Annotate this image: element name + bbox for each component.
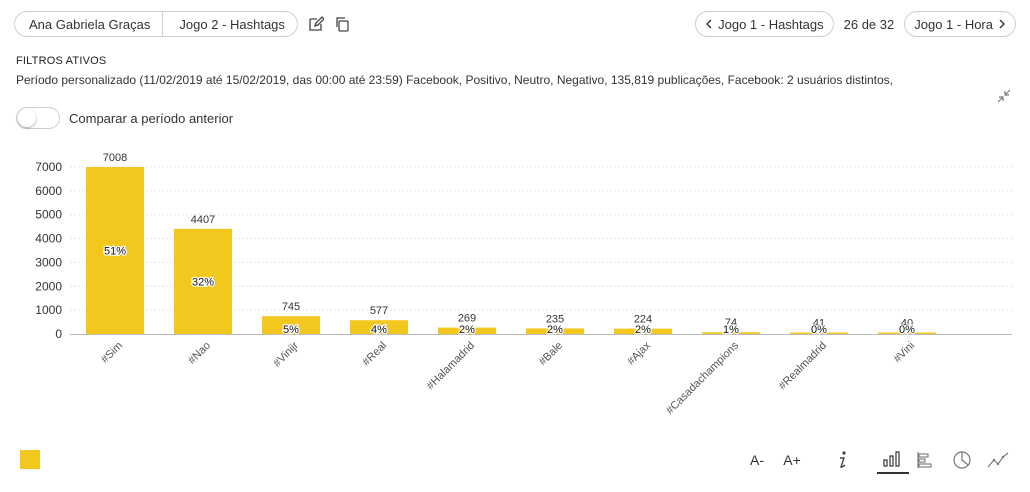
- bar-value-label: 4407: [191, 214, 215, 226]
- bar-value-label: 41: [813, 318, 825, 330]
- copy-icon[interactable]: [334, 16, 350, 32]
- y-tick-label: 4000: [35, 232, 62, 246]
- toggle-knob: [18, 109, 36, 127]
- bar-percent-label: 2%: [635, 324, 651, 336]
- legend-swatch[interactable]: [20, 450, 40, 469]
- x-category-label: #Nao: [186, 340, 213, 367]
- y-tick-label: 0: [55, 327, 62, 341]
- bar[interactable]: [878, 332, 936, 335]
- bar-chart-icon[interactable]: [877, 446, 909, 474]
- bar-percent-label: 5%: [283, 324, 299, 336]
- bar-percent-label: 0%: [811, 324, 827, 336]
- bar-percent-label: 0%: [899, 324, 915, 336]
- compare-label: Comparar a período anterior: [69, 110, 234, 126]
- next-chart-button[interactable]: Jogo 1 - Hora: [904, 11, 1016, 37]
- y-tick-label: 7000: [35, 160, 62, 174]
- previous-chart-label: Jogo 1 - Hashtags: [718, 16, 824, 32]
- x-category-label: #Vinijr: [271, 339, 301, 369]
- previous-chart-button[interactable]: Jogo 1 - Hashtags: [695, 11, 834, 37]
- filters-description: Período personalizado (11/02/2019 até 15…: [16, 73, 894, 87]
- hashtag-bar-chart: 0 1000 2000 3000 4000 5000 6000 7000 7008 51% #Sim…: [35, 152, 1012, 417]
- bar[interactable]: [702, 332, 760, 334]
- bar-value-label: 269: [458, 313, 476, 325]
- x-category-label: #Bale: [537, 340, 565, 368]
- bar-value-label: 40: [901, 318, 913, 330]
- bar-value-label: 577: [370, 305, 388, 317]
- pie-chart-icon[interactable]: [950, 446, 974, 474]
- chart-navigation: Jogo 1 - Hashtags 26 de 32 Jogo 1 - Hora: [695, 11, 1016, 37]
- decrease-font-button[interactable]: A-: [750, 452, 764, 468]
- chevron-right-icon: [999, 19, 1005, 29]
- bar-percent-label: 32%: [192, 276, 214, 288]
- y-tick-label: 5000: [35, 208, 62, 222]
- bar-value-label: 224: [634, 314, 652, 326]
- x-category-label: #Halamadrid: [425, 340, 478, 393]
- x-category-label: #Real: [360, 340, 389, 369]
- chevron-left-icon: [706, 19, 712, 29]
- breadcrumb: Ana Gabriela Graças Jogo 2 - Hashtags: [14, 11, 350, 37]
- chart-toolbar: A- A+: [0, 446, 1030, 476]
- bar[interactable]: [526, 328, 584, 334]
- bar[interactable]: [790, 332, 848, 335]
- horizontal-bar-chart-icon[interactable]: [914, 446, 936, 474]
- compare-previous-period: Comparar a período anterior: [16, 107, 233, 129]
- x-category-label: #Vini: [891, 340, 917, 366]
- y-tick-label: 1000: [35, 303, 62, 317]
- bar-value-label: 745: [282, 301, 300, 313]
- compare-toggle[interactable]: [16, 107, 60, 129]
- x-category-label: #Realmadrid: [777, 340, 830, 393]
- bar-percent-label: 2%: [547, 324, 563, 336]
- y-tick-label: 2000: [35, 279, 62, 293]
- y-tick-label: 6000: [35, 184, 62, 198]
- bar-percent-label: 1%: [723, 324, 739, 336]
- breadcrumb-item-chart[interactable]: Jogo 2 - Hashtags: [163, 11, 298, 37]
- bar-percent-label: 4%: [371, 324, 387, 336]
- bar-value-label: 235: [546, 313, 564, 325]
- bar[interactable]: [614, 328, 672, 334]
- bar[interactable]: [350, 320, 408, 334]
- breadcrumb-item-dashboard[interactable]: Ana Gabriela Graças: [14, 11, 164, 37]
- increase-font-button[interactable]: A+: [783, 452, 801, 468]
- x-category-label: #Casadachampions: [664, 339, 742, 417]
- bar-percent-label: 2%: [459, 324, 475, 336]
- page-counter: 26 de 32: [843, 16, 895, 32]
- bar[interactable]: [174, 228, 232, 334]
- edit-icon[interactable]: [308, 16, 325, 32]
- bar-value-label: 74: [725, 317, 737, 329]
- info-icon[interactable]: [832, 446, 852, 474]
- bar-percent-label: 51%: [104, 246, 126, 258]
- next-chart-label: Jogo 1 - Hora: [914, 16, 993, 32]
- collapse-icon[interactable]: [996, 88, 1012, 104]
- bar[interactable]: [262, 316, 320, 334]
- x-category-label: #Ajax: [625, 339, 653, 367]
- x-category-label: #Sim: [99, 340, 125, 366]
- line-chart-icon[interactable]: [984, 446, 1012, 474]
- bar[interactable]: [438, 327, 496, 334]
- bar[interactable]: [86, 167, 144, 334]
- bar-value-label: 7008: [103, 152, 127, 164]
- filters-title: FILTROS ATIVOS: [16, 55, 107, 67]
- y-tick-label: 3000: [35, 255, 62, 269]
